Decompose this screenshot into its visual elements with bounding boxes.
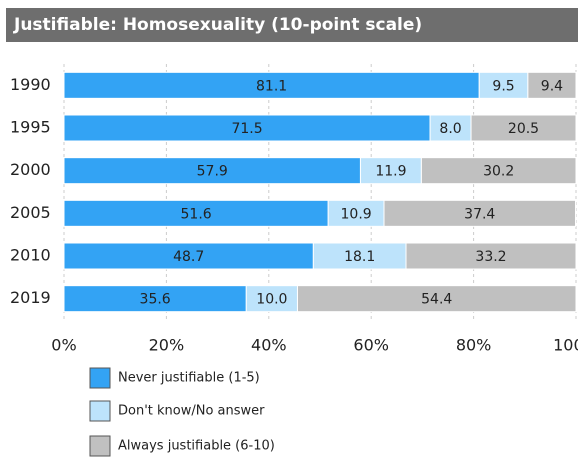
- data-label: 30.2: [483, 164, 514, 180]
- legend-label: Always justifiable (6-10): [118, 439, 275, 454]
- x-tick-label: 100%: [553, 336, 578, 355]
- chart-title: Justifiable: Homosexuality (10-point sca…: [13, 15, 422, 35]
- data-label: 8.0: [439, 121, 461, 137]
- data-label: 57.9: [197, 164, 228, 180]
- x-tick-label: 80%: [456, 336, 492, 355]
- y-tick-label: 2000: [10, 160, 51, 179]
- data-label: 20.5: [508, 121, 539, 137]
- bar-segment: [327, 199, 385, 227]
- data-label: 11.9: [375, 164, 406, 180]
- x-tick-label: 60%: [353, 336, 389, 355]
- bar-segment: [63, 71, 480, 99]
- y-tick-label: 1995: [10, 118, 51, 137]
- bar-segment: [429, 114, 472, 142]
- data-label: 33.2: [475, 249, 506, 265]
- bar-segment: [527, 71, 577, 99]
- data-label: 51.6: [181, 206, 212, 222]
- data-label: 35.6: [140, 292, 171, 308]
- data-label: 48.7: [173, 249, 204, 265]
- x-tick-label: 40%: [251, 336, 287, 355]
- bar-segment: [383, 199, 576, 227]
- legend-label: Never justifiable (1-5): [118, 371, 260, 386]
- bar-segment: [312, 242, 407, 270]
- bar-segment: [63, 242, 314, 270]
- data-label: 37.4: [464, 206, 495, 222]
- bar-segment: [296, 285, 577, 313]
- data-label: 81.1: [256, 78, 287, 94]
- bar-segment: [470, 114, 577, 142]
- x-tick-label: 20%: [149, 336, 185, 355]
- bar-segment: [63, 114, 431, 142]
- y-tick-label: 2019: [10, 288, 51, 307]
- legend-swatch: [89, 400, 111, 422]
- bar-segment: [405, 242, 577, 270]
- legend-swatch: [89, 367, 111, 389]
- data-label: 10.9: [341, 206, 372, 222]
- title-bar: [6, 8, 578, 42]
- bar-segment: [63, 285, 247, 313]
- bar-segment: [245, 285, 298, 313]
- bar-segment: [478, 71, 529, 99]
- x-tick-label: 0%: [51, 336, 76, 355]
- data-label: 9.4: [541, 78, 563, 94]
- legend-swatch: [89, 435, 111, 457]
- data-label: 71.5: [231, 121, 262, 137]
- data-label: 9.5: [492, 78, 514, 94]
- legend-label: Don't know/No answer: [118, 404, 265, 419]
- y-tick-label: 1990: [10, 75, 51, 94]
- data-label: 18.1: [344, 249, 375, 265]
- y-tick-label: 2010: [10, 246, 51, 265]
- y-tick-label: 2005: [10, 203, 51, 222]
- data-label: 54.4: [421, 292, 452, 308]
- data-label: 10.0: [256, 292, 287, 308]
- bar-segment: [420, 157, 577, 185]
